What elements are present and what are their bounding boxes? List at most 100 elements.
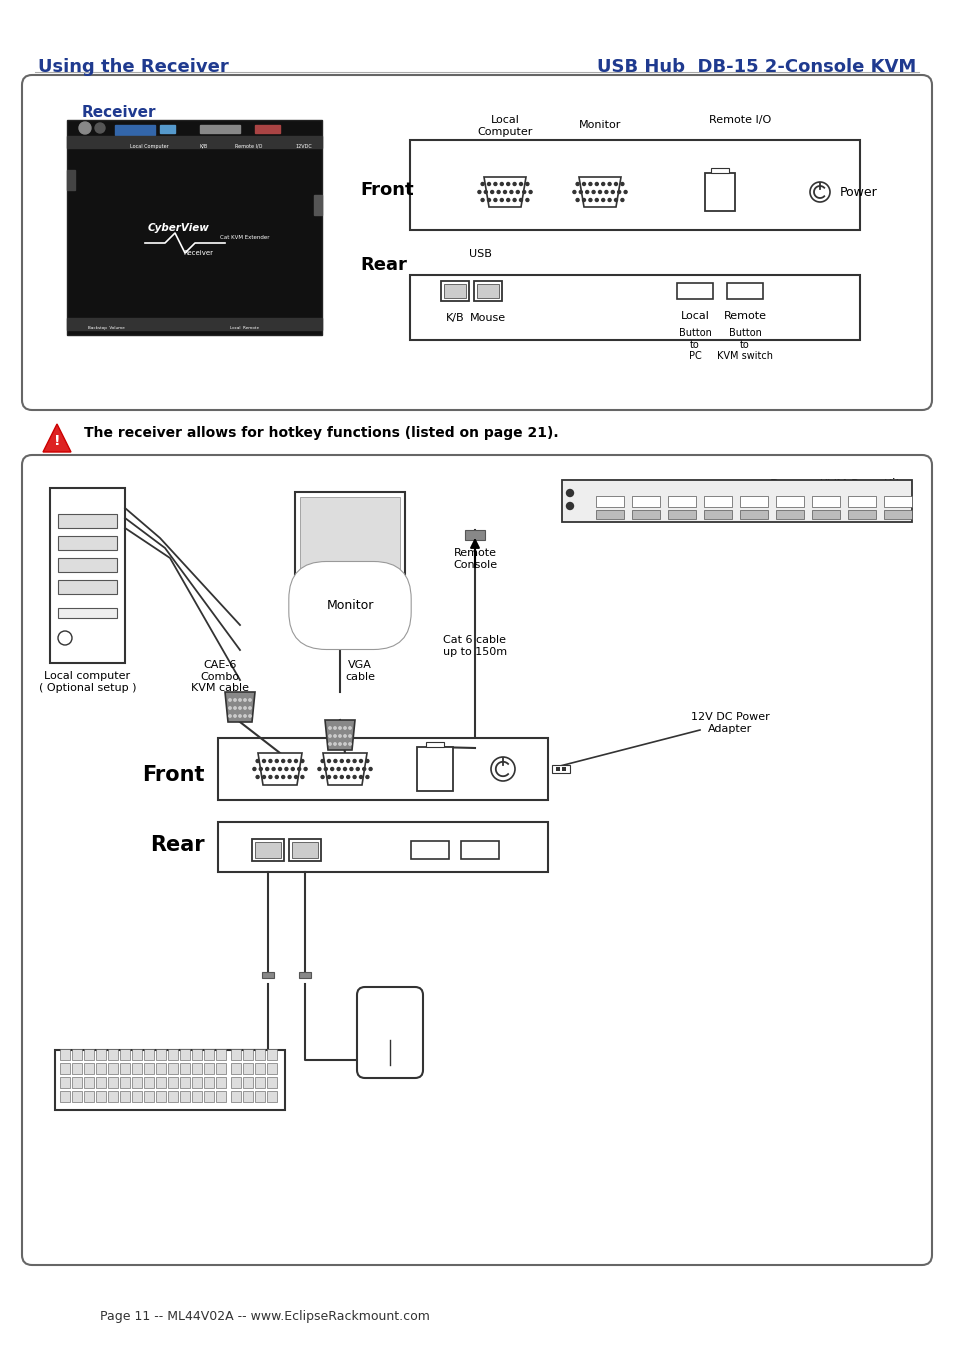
Polygon shape xyxy=(257,753,302,784)
Circle shape xyxy=(522,190,525,193)
FancyBboxPatch shape xyxy=(356,987,422,1079)
Circle shape xyxy=(595,198,598,201)
Circle shape xyxy=(249,707,251,709)
Text: K/B: K/B xyxy=(200,144,208,148)
Circle shape xyxy=(491,757,515,782)
Circle shape xyxy=(340,760,343,763)
Text: Remote: Remote xyxy=(722,310,765,321)
Bar xyxy=(474,281,501,301)
Bar xyxy=(215,1077,226,1088)
Bar xyxy=(204,1049,213,1060)
Bar xyxy=(144,1077,153,1088)
Circle shape xyxy=(499,198,503,201)
Bar xyxy=(847,510,875,518)
Bar xyxy=(631,510,659,518)
Circle shape xyxy=(324,768,327,771)
Bar xyxy=(243,1062,253,1075)
Circle shape xyxy=(601,198,604,201)
Bar xyxy=(561,481,911,522)
Circle shape xyxy=(346,760,350,763)
Circle shape xyxy=(477,190,480,193)
Circle shape xyxy=(288,760,291,763)
Bar xyxy=(561,767,565,771)
Bar xyxy=(58,514,117,528)
Bar xyxy=(168,1091,178,1102)
Bar xyxy=(67,136,322,148)
Polygon shape xyxy=(483,177,525,207)
Circle shape xyxy=(238,707,241,709)
Text: Monitor: Monitor xyxy=(578,120,620,130)
Circle shape xyxy=(349,743,351,745)
Text: Backstop  Volume: Backstop Volume xyxy=(88,325,125,329)
Bar xyxy=(84,1049,94,1060)
Text: Power: Power xyxy=(840,185,877,198)
Text: Rear: Rear xyxy=(359,256,406,274)
Circle shape xyxy=(331,768,334,771)
Circle shape xyxy=(272,768,274,771)
Text: Receiver: Receiver xyxy=(82,105,156,120)
Circle shape xyxy=(300,775,304,779)
Bar xyxy=(231,1062,241,1075)
Circle shape xyxy=(525,182,528,185)
Circle shape xyxy=(576,182,578,185)
Bar xyxy=(132,1091,142,1102)
Bar xyxy=(215,1049,226,1060)
Circle shape xyxy=(607,198,611,201)
Text: CyberView: CyberView xyxy=(148,223,210,234)
Bar xyxy=(192,1077,202,1088)
FancyBboxPatch shape xyxy=(22,455,931,1265)
Bar xyxy=(180,1077,190,1088)
Bar xyxy=(289,838,320,861)
Circle shape xyxy=(233,707,236,709)
Bar xyxy=(84,1062,94,1075)
Circle shape xyxy=(244,699,246,701)
Circle shape xyxy=(611,190,614,193)
Bar xyxy=(168,1049,178,1060)
Bar xyxy=(108,1049,118,1060)
Text: VGA
cable: VGA cable xyxy=(345,660,375,682)
Circle shape xyxy=(346,775,350,779)
Bar xyxy=(192,1062,202,1075)
Bar xyxy=(204,1091,213,1102)
Bar xyxy=(71,1049,82,1060)
Circle shape xyxy=(238,699,241,701)
Bar xyxy=(267,1077,276,1088)
Bar xyxy=(96,1062,106,1075)
Circle shape xyxy=(480,198,483,201)
Circle shape xyxy=(327,775,330,779)
Bar xyxy=(740,495,767,508)
Circle shape xyxy=(233,714,236,717)
Bar xyxy=(156,1062,166,1075)
Circle shape xyxy=(623,190,626,193)
Circle shape xyxy=(573,190,576,193)
Bar xyxy=(667,510,696,518)
Bar xyxy=(144,1091,153,1102)
Circle shape xyxy=(334,760,336,763)
Circle shape xyxy=(329,734,331,737)
Polygon shape xyxy=(225,693,254,722)
Circle shape xyxy=(620,182,623,185)
Circle shape xyxy=(229,699,231,701)
Text: Remote I/O: Remote I/O xyxy=(708,115,770,126)
Bar xyxy=(677,284,712,298)
Bar xyxy=(120,1062,130,1075)
Circle shape xyxy=(484,190,487,193)
Text: USB: USB xyxy=(468,248,491,259)
Circle shape xyxy=(525,198,528,201)
Bar xyxy=(552,765,569,774)
Bar xyxy=(410,275,859,340)
Bar xyxy=(58,536,117,549)
Circle shape xyxy=(329,743,331,745)
Circle shape xyxy=(355,768,359,771)
Bar xyxy=(96,1091,106,1102)
Circle shape xyxy=(229,714,231,717)
Text: Remote I/O: Remote I/O xyxy=(234,144,262,148)
Bar xyxy=(218,822,547,872)
Circle shape xyxy=(487,198,490,201)
Circle shape xyxy=(349,726,351,729)
Circle shape xyxy=(359,760,362,763)
Bar xyxy=(67,120,322,335)
Bar xyxy=(254,1062,265,1075)
Circle shape xyxy=(506,198,509,201)
Bar xyxy=(426,743,443,747)
